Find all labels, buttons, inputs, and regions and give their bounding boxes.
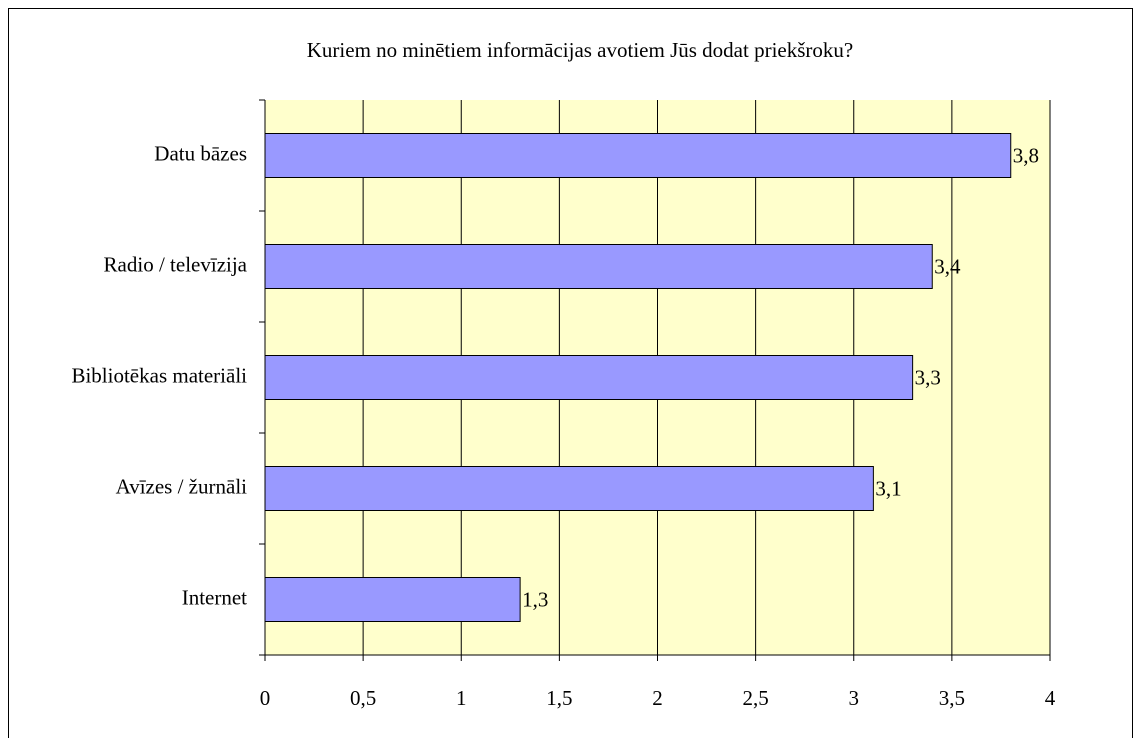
- x-tick-label: 2,5: [743, 686, 769, 710]
- x-tick-label: 0: [260, 686, 271, 710]
- bar: [264, 577, 521, 622]
- x-tick-label: 3,5: [939, 686, 965, 710]
- x-tick-label: 3: [849, 686, 860, 710]
- x-tick-label: 2: [652, 686, 663, 710]
- value-label: 3,3: [915, 365, 941, 389]
- bar: [264, 355, 914, 400]
- bar: [264, 466, 874, 511]
- y-tick-label: Avīzes / žurnāli: [116, 474, 248, 498]
- y-tick-label: Bibliotēkas materiāli: [71, 363, 247, 387]
- value-label: 3,8: [1013, 143, 1039, 167]
- x-tick-label: 4: [1045, 686, 1056, 710]
- value-label: 3,4: [934, 254, 961, 278]
- x-tick-label: 1,5: [546, 686, 572, 710]
- chart-title: Kuriem no minētiem informācijas avotiem …: [307, 38, 853, 62]
- x-tick-label: 0,5: [350, 686, 376, 710]
- y-tick-label: Datu bāzes: [154, 141, 247, 165]
- y-tick-label: Internet: [182, 585, 247, 609]
- value-label: 3,1: [875, 476, 901, 500]
- x-tick-label: 1: [456, 686, 467, 710]
- y-tick-label: Radio / televīzija: [104, 252, 248, 276]
- bar: [264, 244, 933, 289]
- bar: [264, 133, 1012, 178]
- value-label: 1,3: [522, 587, 548, 611]
